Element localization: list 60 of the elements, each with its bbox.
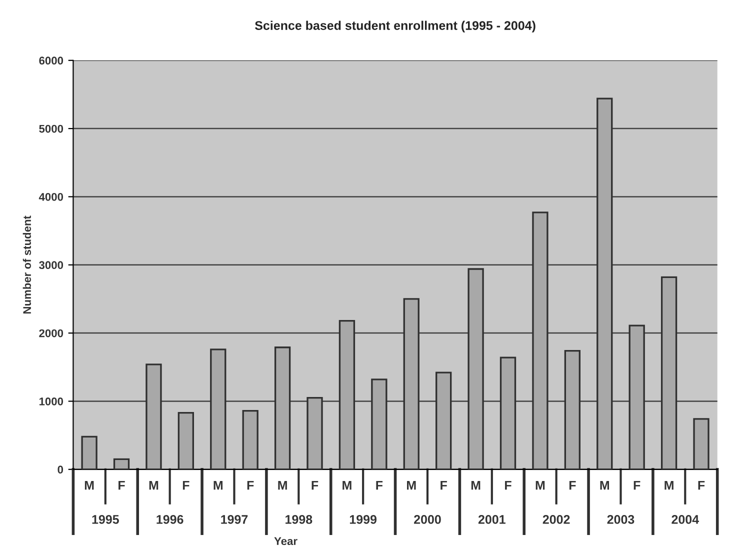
bar — [242, 410, 258, 470]
bar — [81, 436, 98, 470]
bar — [306, 396, 323, 470]
x-tick-label: F — [634, 480, 640, 490]
x-axis-title: Year — [274, 537, 298, 546]
bar — [532, 212, 548, 470]
x-tick-label: M — [664, 480, 674, 490]
text: 2004 — [672, 515, 699, 524]
bar — [596, 98, 613, 470]
bar — [113, 458, 130, 470]
y-tick-label: 3000 — [39, 261, 64, 270]
text: 1999 — [350, 515, 377, 524]
x-tick-label: M — [214, 480, 223, 490]
bar — [468, 268, 484, 470]
y-tick-label: 5000 — [39, 124, 64, 133]
x-tick-label: F — [698, 480, 705, 490]
x-tick-label: F — [440, 480, 447, 490]
bar — [178, 412, 194, 470]
x-tick-label: F — [505, 480, 512, 490]
x-tick-label: F — [118, 480, 125, 490]
bar — [436, 372, 452, 470]
text: 2003 — [607, 515, 634, 524]
x-tick-label: M — [407, 480, 416, 490]
x-tick-label: F — [569, 480, 576, 490]
text: 2000 — [414, 515, 441, 524]
text: 1996 — [156, 515, 184, 524]
text: 1998 — [286, 515, 312, 524]
bar — [564, 350, 581, 470]
x-tick-label: F — [182, 480, 190, 490]
x-tick-label: F — [376, 480, 383, 490]
bar — [693, 418, 710, 470]
bar — [146, 364, 162, 470]
x-tick-label: M — [149, 480, 158, 490]
x-tick-label: M — [600, 480, 609, 490]
x-tick-label: M — [471, 480, 480, 490]
bar — [660, 276, 678, 470]
text: 1997 — [221, 515, 248, 524]
y-tick-label: 6000 — [39, 56, 64, 65]
chart-title: Science based student enrollment (1995 - 2004) — [254, 20, 536, 32]
x-tick-label: M — [536, 480, 545, 490]
y-tick-label: 0 — [58, 466, 64, 474]
bar — [210, 348, 226, 470]
bar — [338, 320, 356, 470]
x-tick-label: F — [247, 480, 254, 490]
y-tick-label: 4000 — [38, 192, 64, 201]
text: 1995 — [92, 515, 119, 524]
bar — [500, 356, 516, 470]
x-tick-label: F — [312, 480, 318, 490]
y-tick-label: 1000 — [39, 397, 64, 406]
x-tick-label: M — [342, 480, 352, 490]
x-tick-label: M — [84, 480, 94, 490]
bar — [403, 298, 420, 470]
bar — [371, 378, 388, 470]
x-tick-label: M — [278, 480, 287, 490]
bar — [628, 324, 645, 470]
y-axis-title: Number of student — [22, 216, 32, 314]
y-tick-label: 2000 — [39, 329, 64, 338]
bar — [274, 346, 291, 470]
text: 2002 — [542, 515, 570, 524]
text: 2001 — [478, 515, 506, 524]
